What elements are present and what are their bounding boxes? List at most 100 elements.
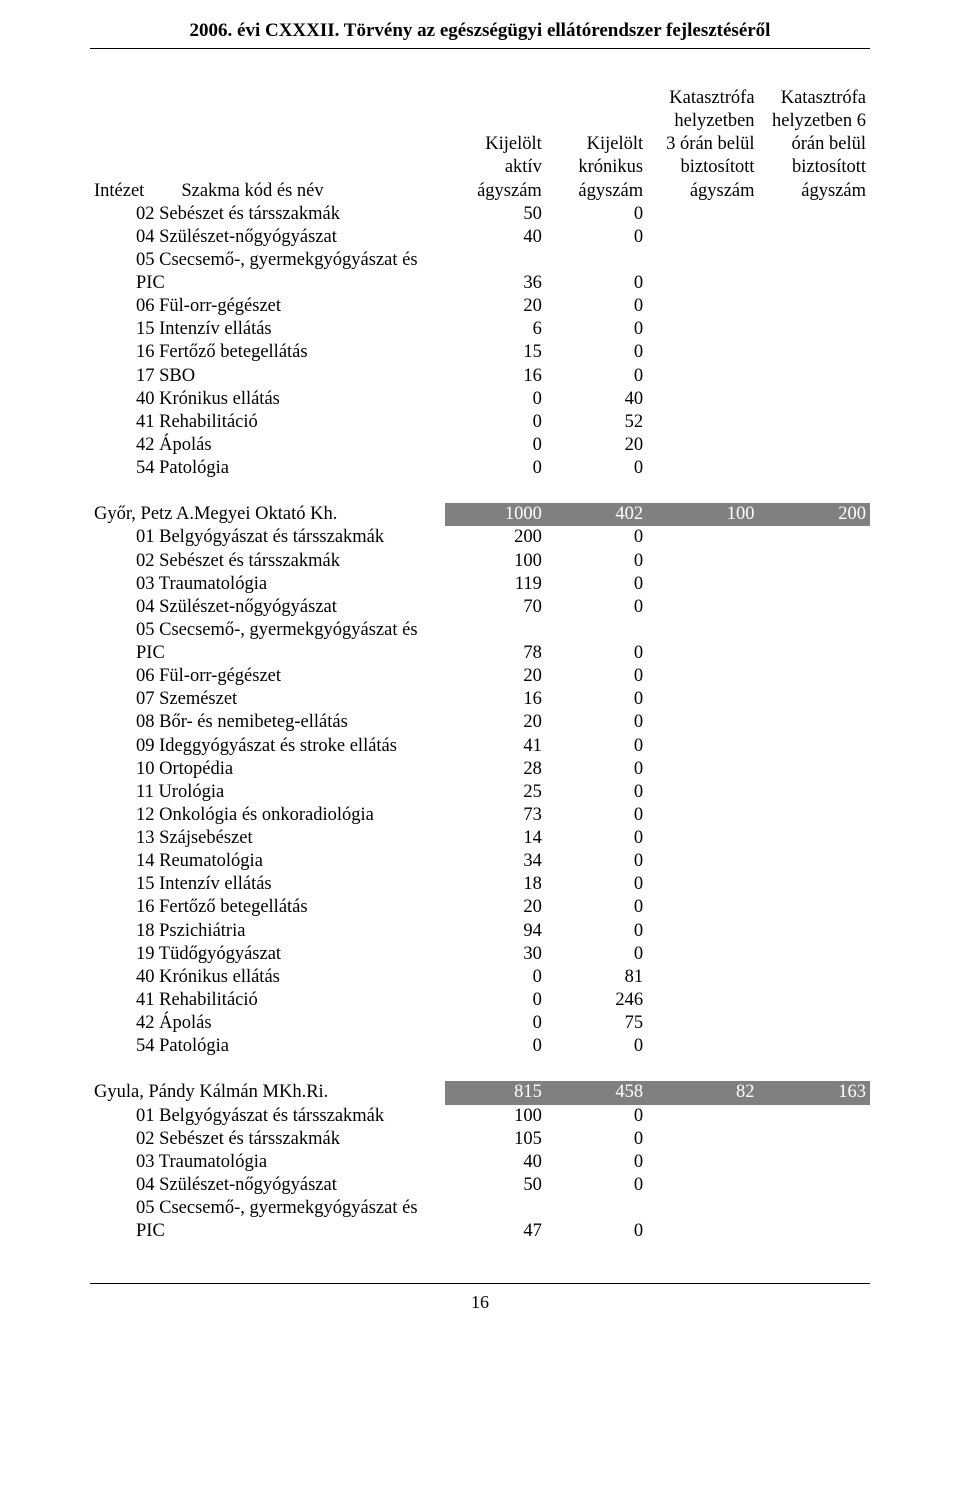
section-row: Gyula, Pándy Kálmán MKh.Ri.81545882163 (90, 1081, 870, 1104)
row-kronikus: 0 (546, 711, 647, 734)
row-kronikus (546, 619, 647, 642)
row-name: 02 Sebészet és társszakmák (94, 550, 340, 573)
row-aktiv: 18 (445, 873, 546, 896)
table-row: 05 Csecsemő-, gyermekgyógyászat és (90, 1197, 870, 1220)
row-kronikus: 0 (546, 1151, 647, 1174)
row-name: PIC (94, 642, 165, 665)
row-name: 01 Belgyógyászat és társszakmák (94, 1105, 384, 1128)
table-row: 12 Onkológia és onkoradiológia730 (90, 804, 870, 827)
section-aktiv: 1000 (445, 503, 546, 526)
row-aktiv: 50 (445, 1174, 546, 1197)
table-row: PIC780 (90, 642, 870, 665)
row-aktiv: 94 (445, 920, 546, 943)
row-aktiv: 78 (445, 642, 546, 665)
table-row: 17 SBO160 (90, 365, 870, 388)
row-kronikus: 0 (546, 873, 647, 896)
row-name: 15 Intenzív ellátás (94, 318, 272, 341)
th-kronikus: Kijelölt krónikus ágyszám (546, 87, 647, 203)
row-kronikus: 0 (546, 550, 647, 573)
table-row: 06 Fül-orr-gégészet200 (90, 665, 870, 688)
table-body: 02 Sebészet és társszakmák50004 Szülésze… (90, 203, 870, 1244)
row-name: 40 Krónikus ellátás (94, 388, 280, 411)
row-aktiv: 100 (445, 550, 546, 573)
th-intezet: Intézet (94, 181, 144, 201)
row-kronikus: 20 (546, 434, 647, 457)
row-aktiv (445, 619, 546, 642)
row-aktiv: 40 (445, 1151, 546, 1174)
table-row: 08 Bőr- és nemibeteg-ellátás200 (90, 711, 870, 734)
row-aktiv: 70 (445, 596, 546, 619)
row-kronikus: 0 (546, 735, 647, 758)
section-kat6: 163 (759, 1081, 870, 1104)
table-row: 06 Fül-orr-gégészet200 (90, 295, 870, 318)
row-name: 54 Patológia (94, 1035, 229, 1058)
row-aktiv: 16 (445, 365, 546, 388)
table-row: 16 Fertőző betegellátás150 (90, 341, 870, 364)
table-row: 54 Patológia00 (90, 457, 870, 480)
row-aktiv: 20 (445, 665, 546, 688)
row-kronikus: 75 (546, 1012, 647, 1035)
row-aktiv: 25 (445, 781, 546, 804)
table-row: PIC470 (90, 1220, 870, 1243)
row-aktiv: 0 (445, 411, 546, 434)
row-aktiv: 0 (445, 434, 546, 457)
row-name: 13 Szájsebészet (94, 827, 253, 850)
row-aktiv: 14 (445, 827, 546, 850)
row-kronikus: 246 (546, 989, 647, 1012)
table-row: 42 Ápolás 020 (90, 434, 870, 457)
row-kronikus: 0 (546, 850, 647, 873)
row-aktiv: 0 (445, 1035, 546, 1058)
table-row: 02 Sebészet és társszakmák500 (90, 203, 870, 226)
row-name: 10 Ortopédia (94, 758, 233, 781)
row-kronikus: 0 (546, 457, 647, 480)
row-kronikus: 0 (546, 896, 647, 919)
row-aktiv: 73 (445, 804, 546, 827)
table-row: 41 Rehabilitáció 0246 (90, 989, 870, 1012)
row-name: 18 Pszichiátria (94, 920, 245, 943)
row-kronikus: 0 (546, 688, 647, 711)
th-szakma: Szakma kód és név (181, 181, 323, 201)
row-name: 05 Csecsemő-, gyermekgyógyászat és (94, 619, 418, 642)
row-kronikus (546, 249, 647, 272)
table-row: 09 Ideggyógyászat és stroke ellátás410 (90, 735, 870, 758)
table-row: 15 Intenzív ellátás 180 (90, 873, 870, 896)
row-kronikus: 0 (546, 526, 647, 549)
table-row: 13 Szájsebészet140 (90, 827, 870, 850)
row-aktiv: 28 (445, 758, 546, 781)
row-kronikus: 0 (546, 203, 647, 226)
row-name: 03 Traumatológia (94, 1151, 267, 1174)
row-name: 08 Bőr- és nemibeteg-ellátás (94, 711, 348, 734)
row-name: 02 Sebészet és társszakmák (94, 1128, 340, 1151)
row-name: 41 Rehabilitáció (94, 989, 258, 1012)
th-kat3: Katasztrófa helyzetben 3 órán belül bizt… (647, 87, 758, 203)
row-name: 54 Patológia (94, 457, 229, 480)
row-aktiv: 36 (445, 272, 546, 295)
row-kronikus: 40 (546, 388, 647, 411)
section-kat3: 82 (647, 1081, 758, 1104)
row-aktiv: 41 (445, 735, 546, 758)
row-aktiv: 0 (445, 989, 546, 1012)
row-name: 02 Sebészet és társszakmák (94, 203, 340, 226)
row-name: 42 Ápolás (94, 434, 212, 457)
row-name: 04 Szülészet-nőgyógyászat (94, 596, 337, 619)
row-name: 16 Fertőző betegellátás (94, 341, 308, 364)
row-kronikus: 0 (546, 226, 647, 249)
section-aktiv: 815 (445, 1081, 546, 1104)
row-kronikus: 0 (546, 573, 647, 596)
row-kronikus: 0 (546, 665, 647, 688)
table-row: 05 Csecsemő-, gyermekgyógyászat és (90, 249, 870, 272)
row-name: 41 Rehabilitáció (94, 411, 258, 434)
row-name: 15 Intenzív ellátás (94, 873, 272, 896)
row-aktiv: 100 (445, 1105, 546, 1128)
row-kronikus: 0 (546, 920, 647, 943)
section-kat3: 100 (647, 503, 758, 526)
row-aktiv: 30 (445, 943, 546, 966)
table-row: 07 Szemészet160 (90, 688, 870, 711)
table-row: 42 Ápolás075 (90, 1012, 870, 1035)
row-aktiv: 0 (445, 966, 546, 989)
spacer-row (90, 480, 870, 503)
row-aktiv: 47 (445, 1220, 546, 1243)
table-row: 04 Szülészet-nőgyógyászat500 (90, 1174, 870, 1197)
row-name: 40 Krónikus ellátás (94, 966, 280, 989)
row-name: 04 Szülészet-nőgyógyászat (94, 226, 337, 249)
